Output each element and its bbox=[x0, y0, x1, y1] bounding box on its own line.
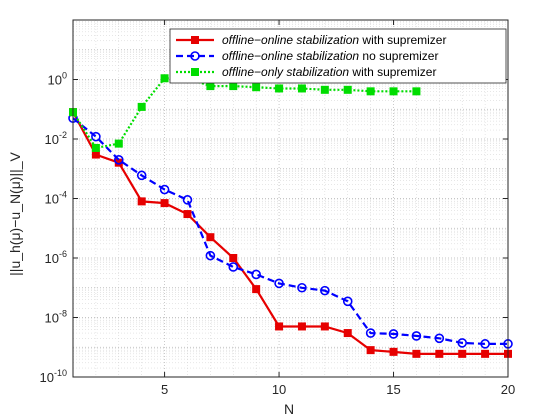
series-0-point bbox=[435, 349, 444, 358]
series-2-point bbox=[160, 74, 169, 83]
series-2-point bbox=[389, 87, 398, 96]
x-tick-label: 20 bbox=[501, 382, 515, 397]
series-0-point bbox=[252, 285, 261, 294]
series-1-point bbox=[297, 282, 307, 293]
series-1-point bbox=[480, 339, 490, 349]
legend-label-rest: with supremizer bbox=[349, 65, 436, 79]
y-tick-exponent: -4 bbox=[59, 190, 67, 200]
series-0-point bbox=[389, 347, 398, 356]
series-1-point bbox=[411, 331, 422, 341]
series-1-point bbox=[274, 278, 284, 289]
y-tick-label: 10-4 bbox=[45, 190, 67, 207]
plot-area bbox=[68, 74, 513, 358]
legend-label: offline−online stabilization with suprem… bbox=[222, 33, 446, 47]
y-axis-label: ||u_h(μ)−u_N(μ)||_V bbox=[7, 152, 23, 276]
y-tick-base: 10 bbox=[48, 73, 62, 88]
legend-label-rest: with supremizer bbox=[359, 33, 446, 47]
y-tick-exponent: -2 bbox=[59, 130, 67, 140]
series-1-point bbox=[136, 170, 147, 181]
y-tick-base: 10 bbox=[40, 370, 54, 385]
legend-entry: offline−only stabilization with supremiz… bbox=[176, 65, 436, 79]
legend-swatch-marker bbox=[191, 36, 199, 44]
legend-label-italic: offline−only stabilization bbox=[222, 65, 349, 79]
series-1-point bbox=[320, 285, 330, 296]
series-2-point bbox=[275, 84, 284, 93]
series-0-point bbox=[412, 349, 421, 358]
x-tick-label: 5 bbox=[161, 382, 168, 397]
legend-label-italic: offline−online stabilization bbox=[222, 49, 359, 63]
series-0-point bbox=[91, 150, 100, 159]
series-2-point bbox=[114, 139, 123, 148]
series-2-point bbox=[297, 84, 306, 93]
series-0-point bbox=[481, 349, 490, 358]
series-2-line bbox=[72, 77, 417, 150]
series-0-point bbox=[206, 233, 215, 242]
series-0-point bbox=[160, 199, 169, 208]
legend-swatch-marker bbox=[190, 51, 200, 61]
series-0-point bbox=[297, 322, 306, 331]
series-1-point bbox=[251, 269, 261, 280]
series-1-point bbox=[205, 250, 216, 261]
legend-label: offline−online stabilization no supremiz… bbox=[222, 49, 438, 63]
y-tick-exponent: -10 bbox=[54, 368, 67, 378]
x-axis-label: N bbox=[284, 401, 294, 417]
series-1-point bbox=[91, 131, 101, 142]
series-2-point bbox=[252, 83, 261, 92]
y-tick-label: 10-10 bbox=[40, 368, 67, 385]
series-1-point bbox=[182, 195, 193, 205]
y-tick-label: 10-6 bbox=[45, 249, 67, 266]
series-2 bbox=[69, 74, 421, 152]
legend: offline−online stabilization with suprem… bbox=[169, 28, 507, 84]
legend-box bbox=[169, 28, 507, 84]
series-2-point bbox=[412, 87, 421, 96]
series-1-point bbox=[113, 154, 124, 165]
series-2-point bbox=[137, 102, 146, 111]
y-tick-exponent: -8 bbox=[59, 309, 67, 319]
legend-entry: offline−online stabilization no supremiz… bbox=[176, 49, 438, 63]
series-2-point bbox=[229, 82, 238, 91]
series-1-point bbox=[388, 329, 399, 339]
series-0-point bbox=[183, 210, 192, 219]
legend-label-rest: no supremizer bbox=[359, 49, 438, 63]
series-0-point bbox=[229, 254, 238, 262]
series-1-point bbox=[457, 338, 468, 348]
series-0-point bbox=[366, 346, 375, 355]
y-tick-exponent: -6 bbox=[59, 249, 67, 259]
series-2-point bbox=[206, 82, 215, 91]
series-1-point bbox=[365, 328, 376, 338]
y-tick-label: 10-8 bbox=[45, 309, 67, 326]
legend-label: offline−only stabilization with supremiz… bbox=[222, 65, 436, 79]
y-tick-base: 10 bbox=[45, 311, 59, 326]
series-2-point bbox=[366, 87, 375, 96]
y-tick-base: 10 bbox=[45, 192, 59, 207]
series-1-point bbox=[159, 184, 170, 195]
legend-entry: offline−online stabilization with suprem… bbox=[176, 33, 446, 47]
series-1-point bbox=[342, 296, 353, 307]
series-1 bbox=[68, 113, 513, 349]
y-tick-label: 100 bbox=[48, 71, 67, 88]
series-2-point bbox=[320, 85, 329, 94]
series-2-point bbox=[343, 85, 352, 94]
series-1-point bbox=[434, 333, 445, 344]
series-0-point bbox=[275, 322, 284, 331]
legend-label-italic: offline−online stabilization bbox=[222, 33, 359, 47]
series-0-point bbox=[458, 349, 467, 358]
x-tick-label: 10 bbox=[272, 382, 286, 397]
y-tick-label: 10-2 bbox=[45, 130, 67, 147]
x-tick-label: 15 bbox=[386, 382, 400, 397]
y-tick-exponent: 0 bbox=[62, 71, 67, 81]
series-0 bbox=[69, 108, 512, 358]
legend-swatch-marker bbox=[191, 68, 199, 76]
series-2-point bbox=[91, 143, 100, 152]
series-0-point bbox=[320, 322, 329, 331]
series-1-point bbox=[228, 262, 239, 272]
series-0-point bbox=[137, 197, 146, 206]
y-tick-base: 10 bbox=[45, 132, 59, 147]
y-tick-base: 10 bbox=[45, 251, 59, 266]
series-0-point bbox=[343, 329, 352, 338]
